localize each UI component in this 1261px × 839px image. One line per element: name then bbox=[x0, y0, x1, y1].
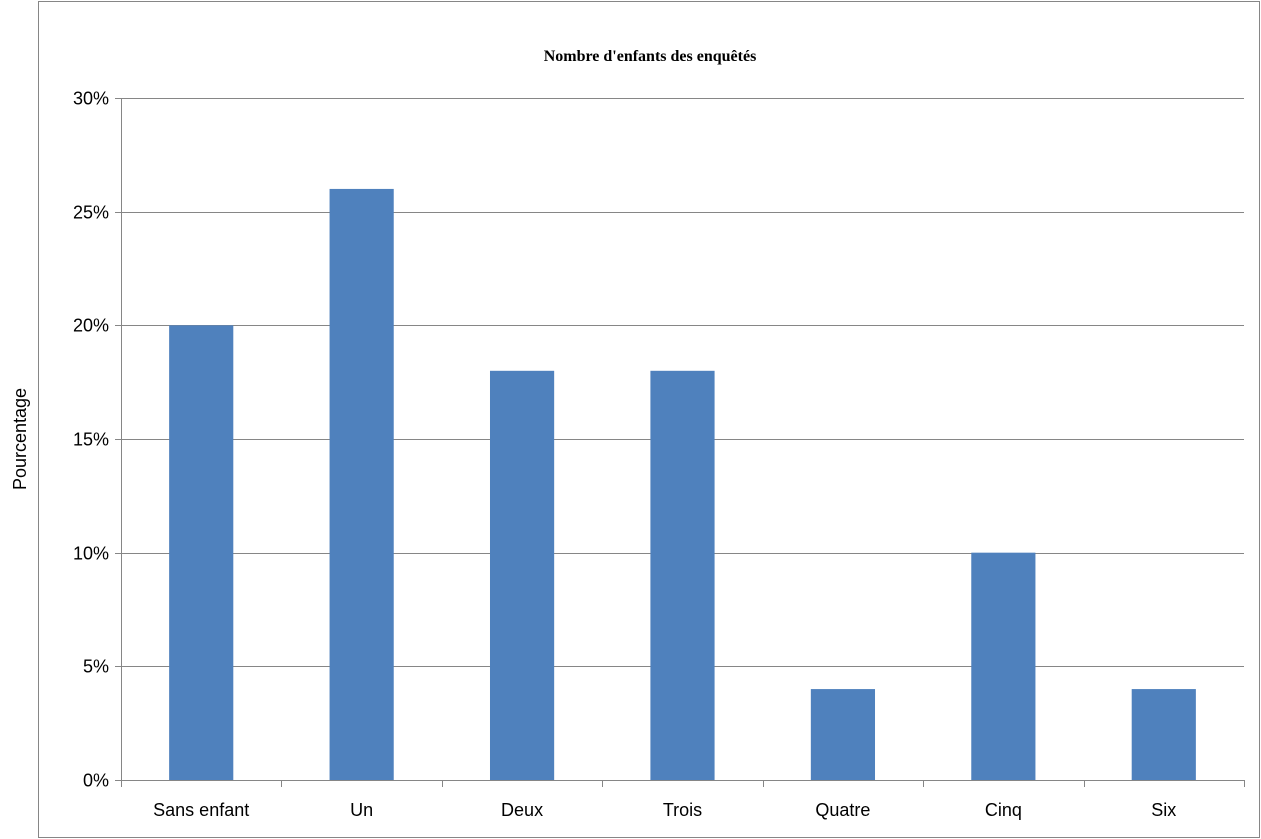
y-tick-label: 20% bbox=[73, 316, 109, 336]
bar-sans-enfant bbox=[169, 325, 234, 780]
x-tick-label: Six bbox=[1151, 800, 1176, 820]
bar-six bbox=[1131, 689, 1196, 780]
chart-title: Nombre d'enfants des enquêtés bbox=[544, 48, 757, 65]
y-tick-label: 0% bbox=[83, 771, 109, 791]
axes bbox=[115, 98, 1245, 787]
gridlines bbox=[121, 98, 1244, 667]
x-tick-labels: Sans enfant Un Deux Trois Quatre Cinq Six bbox=[153, 800, 1176, 820]
chart-border bbox=[38, 1, 1260, 838]
bar-quatre bbox=[810, 689, 876, 780]
y-axis-label: Pourcentage bbox=[10, 388, 30, 490]
bar-un bbox=[329, 188, 394, 780]
bars bbox=[169, 188, 1196, 780]
x-tick-label: Un bbox=[350, 800, 373, 820]
y-tick-label: 5% bbox=[83, 657, 109, 677]
y-tick-label: 10% bbox=[73, 544, 109, 564]
x-tick-label: Cinq bbox=[985, 800, 1022, 820]
y-tick-labels: 0% 5% 10% 15% 20% 25% 30% bbox=[73, 89, 109, 791]
x-tick-label: Sans enfant bbox=[153, 800, 249, 820]
bar-cinq bbox=[971, 552, 1036, 780]
y-tick-label: 15% bbox=[73, 430, 109, 450]
x-tick-label: Trois bbox=[663, 800, 702, 820]
y-tick-label: 25% bbox=[73, 203, 109, 223]
y-tick-label: 30% bbox=[73, 89, 109, 109]
bar-deux bbox=[489, 370, 555, 780]
x-tick-label: Deux bbox=[501, 800, 543, 820]
x-tick-label: Quatre bbox=[815, 800, 870, 820]
bar-trois bbox=[650, 370, 715, 780]
